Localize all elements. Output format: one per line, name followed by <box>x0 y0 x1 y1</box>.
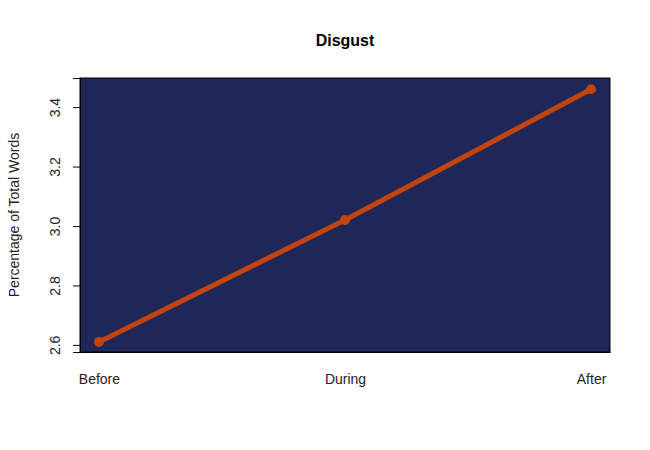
line <box>99 89 591 342</box>
y-tick-mark <box>73 226 80 227</box>
point <box>586 84 596 94</box>
y-tick-mark <box>73 107 80 108</box>
y-tick: 3.2 <box>47 157 80 177</box>
point <box>340 215 350 225</box>
y-tick-mark <box>73 285 80 286</box>
y-tick: 3.0 <box>47 217 80 237</box>
x-tick: During <box>325 352 366 387</box>
plot: 2.6 2.8 3.0 3.2 3.4 Before During After <box>47 78 611 387</box>
y-axis-line <box>73 79 81 353</box>
title: Disgust <box>316 32 375 49</box>
x-axis: Before During After <box>79 352 611 387</box>
y-axis-title: Percentage of Total Words <box>6 133 22 297</box>
x-tick: Before <box>79 352 120 387</box>
y-tick-mark <box>73 167 80 168</box>
chart: 2.6 2.8 3.0 3.2 3.4 Before During After Disgust P… <box>0 0 650 450</box>
series-group <box>94 84 596 347</box>
y-axis: 2.6 2.8 3.0 3.2 3.4 <box>47 79 81 356</box>
x-tick-label: After <box>577 371 607 387</box>
y-tick-label: 3.0 <box>47 217 63 237</box>
point <box>94 337 104 347</box>
y-tick: 3.4 <box>47 98 80 118</box>
y-tick: 2.6 <box>47 335 80 355</box>
y-tick: 2.8 <box>47 276 80 296</box>
y-tick-mark <box>73 345 80 346</box>
y-tick-label: 2.6 <box>47 335 63 355</box>
plot-frame <box>80 78 610 352</box>
x-tick-label: Before <box>79 371 120 387</box>
plot-background <box>80 78 610 352</box>
x-tick-label: During <box>325 371 366 387</box>
y-tick-label: 2.8 <box>47 276 63 296</box>
y-tick-label: 3.2 <box>47 157 63 177</box>
y-tick-label: 3.4 <box>47 98 63 118</box>
x-tick: After <box>577 352 607 387</box>
